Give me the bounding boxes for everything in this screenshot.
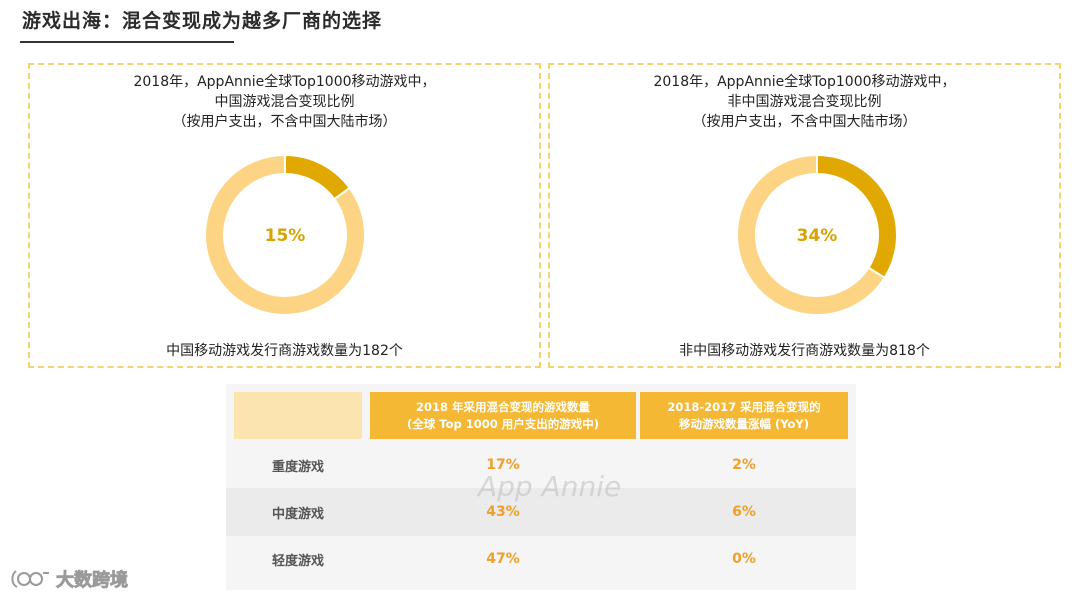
brand-logo-icon	[11, 570, 49, 588]
panel-heading-line2: 中国游戏混合变现比例	[214, 94, 355, 110]
table-cell-value: 43%	[486, 504, 520, 520]
table-row-label: 中度游戏	[271, 506, 324, 522]
donut-panel-china: 2018年，AppAnnie全球Top1000移动游戏中， 中国游戏混合变现比例…	[28, 63, 541, 368]
donut-chart-china	[204, 153, 366, 316]
table-row-label: 重度游戏	[271, 459, 324, 475]
donut-slice-hybrid	[284, 153, 352, 201]
panel-heading: 2018年，AppAnnie全球Top1000移动游戏中， 中国游戏混合变现比例…	[30, 72, 539, 132]
panel-footer: 非中国移动游戏发行商游戏数量为818个	[679, 343, 930, 359]
table-row-band	[226, 488, 856, 536]
table-header-yoy: 2018-2017 采用混合变现的 移动游戏数量涨幅 (YoY)	[640, 392, 848, 439]
donut-slice-other	[204, 153, 366, 316]
table-row-label: 轻度游戏	[271, 553, 324, 569]
donut-chart-non-china	[736, 153, 898, 316]
panel-footer: 中国移动游戏发行商游戏数量为182个	[166, 343, 403, 359]
table-cell-value: 17%	[486, 457, 520, 473]
donut-slice-hybrid	[816, 153, 898, 280]
donut-center-label: 34%	[796, 226, 838, 246]
table-header-count-line1: 2018 年采用混合变现的游戏数量	[415, 399, 590, 414]
table-corner-cell	[234, 392, 362, 439]
panel-heading: 2018年，AppAnnie全球Top1000移动游戏中， 非中国游戏混合变现比…	[550, 72, 1059, 132]
title-underline	[20, 41, 234, 43]
panel-heading-line1: 2018年，AppAnnie全球Top1000移动游戏中，	[133, 74, 436, 90]
monetization-table: 2018 年采用混合变现的游戏数量 (全球 Top 1000 用户支出的游戏中)…	[226, 384, 856, 590]
page-title: 游戏出海：混合变现成为越多厂商的选择	[22, 10, 383, 32]
donut-slice-other	[736, 153, 886, 316]
brand-watermark: 大数跨境	[10, 566, 128, 592]
panel-heading-line2: 非中国游戏混合变现比例	[727, 94, 882, 110]
table-cell-value: 47%	[486, 551, 520, 567]
table-cell-value: 0%	[732, 551, 756, 567]
panel-heading-line3: （按用户支出，不含中国大陆市场）	[692, 114, 917, 130]
table-header-count-line2: (全球 Top 1000 用户支出的游戏中)	[407, 416, 599, 431]
panel-heading-line1: 2018年，AppAnnie全球Top1000移动游戏中，	[653, 74, 956, 90]
table-cell-value: 6%	[732, 504, 756, 520]
table-header-count: 2018 年采用混合变现的游戏数量 (全球 Top 1000 用户支出的游戏中)	[370, 392, 636, 439]
panel-heading-line3: （按用户支出，不含中国大陆市场）	[172, 114, 397, 130]
table-header-yoy-line1: 2018-2017 采用混合变现的	[667, 399, 821, 414]
brand-name: 大数跨境	[56, 570, 129, 592]
donut-center-label: 15%	[264, 226, 306, 246]
donut-panel-non-china: 2018年，AppAnnie全球Top1000移动游戏中， 非中国游戏混合变现比…	[548, 63, 1061, 368]
table-header-yoy-line2: 移动游戏数量涨幅 (YoY)	[678, 416, 809, 431]
table-cell-value: 2%	[732, 457, 756, 473]
